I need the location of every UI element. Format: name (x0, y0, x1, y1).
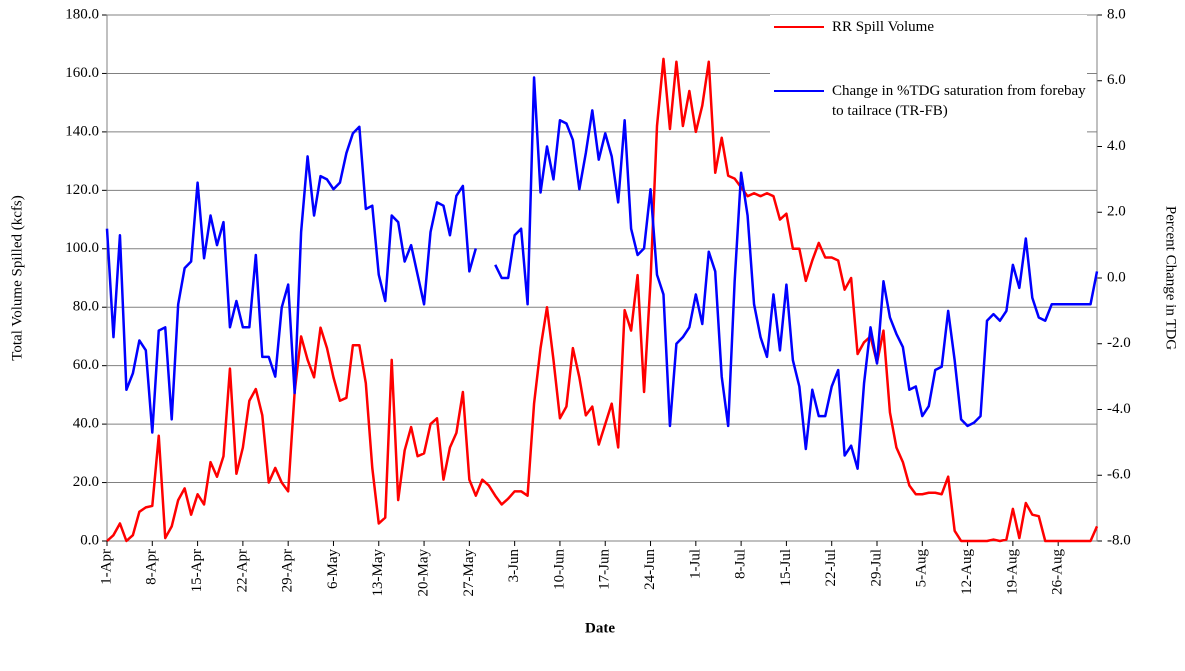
y2-tick-label: 6.0 (1107, 72, 1126, 88)
x-tick-label: 12-Aug (959, 549, 975, 595)
x-tick-label: 3-Jun (506, 549, 522, 583)
x-tick-label: 5-Aug (914, 549, 930, 588)
y2-tick-label: 2.0 (1107, 204, 1126, 220)
y-tick-label: 0.0 (80, 532, 99, 548)
x-tick-label: 17-Jun (597, 549, 613, 590)
x-tick-label: 19-Aug (1004, 549, 1020, 595)
x-tick-label: 29-Apr (280, 549, 296, 592)
y2-axis-title: Percent Change in TDG (1163, 206, 1179, 350)
y2-tick-label: 0.0 (1107, 269, 1126, 285)
series-line (105, 76, 1099, 470)
legend-label: RR Spill Volume (832, 19, 934, 35)
y-axis-title: Total Volume Spilled (kcfs) (9, 195, 25, 360)
x-tick-label: 29-Jul (868, 549, 884, 587)
legend-label: Change in %TDG saturation from forebay t… (832, 83, 1086, 119)
legend: RR Spill Volume Change in %TDG saturation… (770, 15, 1087, 148)
legend-swatch (774, 26, 824, 28)
y-tick-label: 180.0 (65, 6, 99, 22)
x-axis-title: Date (585, 620, 615, 636)
y2-tick-label: 4.0 (1107, 138, 1126, 154)
x-tick-label: 6-May (325, 549, 341, 589)
y-tick-label: 40.0 (73, 416, 99, 432)
y-tick-label: 20.0 (73, 474, 99, 490)
x-tick-label: 10-Jun (551, 549, 567, 590)
x-tick-label: 8-Apr (144, 549, 160, 585)
x-tick-label: 8-Jul (733, 549, 749, 579)
x-tick-label: 1-Jul (687, 549, 703, 579)
x-tick-label: 1-Apr (98, 549, 114, 585)
y-tick-label: 140.0 (65, 123, 99, 139)
plot-frame (106, 14, 1098, 542)
x-tick-label: 20-May (415, 549, 431, 597)
x-tick-label: 15-Apr (189, 549, 205, 592)
y-tick-label: 160.0 (65, 65, 99, 81)
y2-tick-label: -6.0 (1107, 467, 1131, 483)
y-tick-label: 120.0 (65, 182, 99, 198)
y-tick-label: 100.0 (65, 240, 99, 256)
x-tick-label: 22-Apr (234, 549, 250, 592)
y2-tick-label: 8.0 (1107, 6, 1126, 22)
y-tick-label: 80.0 (73, 299, 99, 315)
y2-tick-label: -8.0 (1107, 532, 1131, 548)
x-tick-label: 26-Aug (1050, 549, 1066, 595)
y-tick-label: 60.0 (73, 357, 99, 373)
x-tick-label: 13-May (370, 549, 386, 597)
legend-item: Change in %TDG saturation from forebay t… (770, 81, 1087, 121)
x-tick-label: 24-Jun (642, 549, 658, 590)
x-tick-label: 27-May (461, 549, 477, 597)
legend-item: RR Spill Volume (770, 17, 1087, 37)
legend-swatch (774, 90, 824, 92)
x-tick-label: 22-Jul (823, 549, 839, 587)
series-line (106, 57, 1099, 543)
y2-tick-label: -4.0 (1107, 401, 1131, 417)
x-tick-label: 15-Jul (778, 549, 794, 587)
y2-tick-label: -2.0 (1107, 335, 1131, 351)
